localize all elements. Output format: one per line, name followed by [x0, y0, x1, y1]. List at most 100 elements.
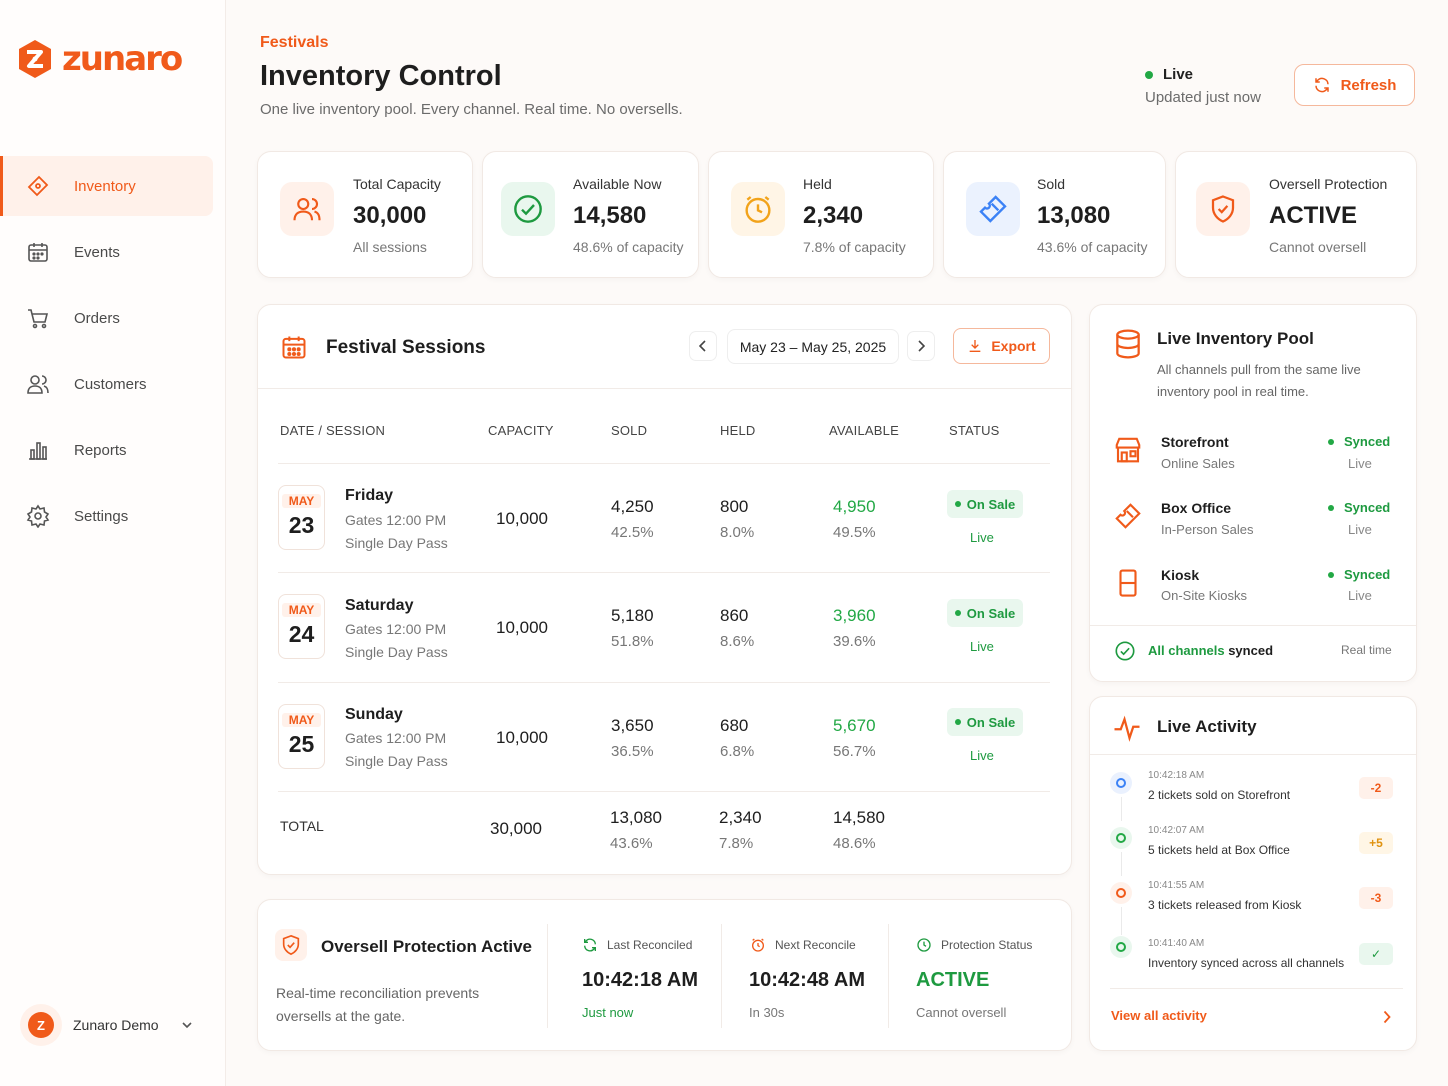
kpi-sub: 43.6% of capacity [1037, 239, 1148, 255]
date-badge: MAY 24 [278, 594, 325, 659]
divider [1090, 754, 1416, 755]
session-gates: Gates 12:00 PM [345, 512, 447, 528]
sold-percent: 42.5% [611, 524, 654, 541]
protection-status-label: Protection Status [916, 937, 1032, 953]
available-percent: 39.6% [833, 633, 876, 650]
live-indicator: Live Updated just now [1145, 66, 1261, 106]
activity-dot [1110, 827, 1132, 849]
brand-name: zunaro [62, 39, 183, 79]
divider [1090, 625, 1416, 626]
activity-text: 5 tickets held at Box Office [1148, 843, 1290, 857]
users-icon [27, 375, 49, 394]
brand-logo[interactable]: zunaro [16, 38, 183, 80]
shield-icon [275, 929, 307, 961]
sidebar-item-orders[interactable]: Orders [0, 288, 226, 348]
status-live-label: Live [970, 639, 994, 654]
total-sold-percent: 43.6% [610, 835, 653, 852]
prev-range-button[interactable] [689, 331, 717, 361]
sidebar-item-inventory[interactable]: Inventory [0, 156, 213, 216]
divider [1110, 988, 1403, 989]
date-range-picker[interactable]: May 23 – May 25, 2025 [727, 329, 899, 364]
sidebar-item-label: Events [74, 243, 120, 261]
next-range-button[interactable] [907, 331, 935, 361]
realtime-label: Real time [1341, 643, 1392, 657]
refresh-button[interactable]: Refresh [1294, 64, 1415, 106]
sold-value: 4,250 [611, 497, 654, 516]
channel-sub: Online Sales [1161, 456, 1235, 471]
date-badge: MAY 23 [278, 485, 325, 550]
timeline-line [1121, 907, 1122, 935]
activity-time: 10:42:07 AM [1148, 825, 1205, 836]
refresh-label: Refresh [1340, 76, 1397, 94]
alarm-clock-icon [752, 938, 764, 952]
shield-icon [1196, 182, 1250, 236]
refresh-icon [1314, 77, 1329, 93]
activity-dot [1110, 882, 1132, 904]
sidebar-item-events[interactable]: Events [0, 222, 226, 282]
sidebar-item-settings[interactable]: Settings [0, 486, 226, 546]
channel-name: Box Office [1161, 500, 1232, 516]
channel-name: Storefront [1161, 434, 1229, 450]
user-menu[interactable]: Z Zunaro Demo [20, 1004, 193, 1046]
sessions-title: Festival Sessions [326, 337, 486, 358]
status-live-label: Live [970, 748, 994, 763]
session-gates: Gates 12:00 PM [345, 730, 447, 746]
sidebar-item-reports[interactable]: Reports [0, 420, 226, 480]
pool-title: Live Inventory Pool [1157, 329, 1314, 348]
activity-time: 10:41:40 AM [1148, 938, 1205, 949]
channel-sub: On-Site Kiosks [1161, 588, 1247, 603]
chevron-right-icon[interactable] [1383, 1010, 1391, 1024]
channel-status: Synced [1328, 434, 1390, 449]
kpi-value: 30,000 [353, 202, 427, 229]
kpi-held: Held 2,340 7.8% of capacity [708, 151, 934, 278]
sessions-card: Festival Sessions [257, 304, 1072, 875]
kpi-sub: All sessions [353, 239, 427, 255]
logo-icon [19, 40, 51, 78]
divider [278, 572, 1050, 573]
held-percent: 6.8% [720, 743, 755, 760]
divider [278, 791, 1050, 792]
held-percent: 8.6% [720, 633, 755, 650]
total-sold: 13,080 [610, 808, 662, 827]
channel-live: Live [1348, 588, 1372, 603]
sidebar-nav: Inventory Events Orders Customers Report… [0, 156, 226, 552]
session-name: Saturday [345, 597, 414, 614]
sold-value: 3,650 [611, 716, 654, 735]
next-reconcile-value: 10:42:48 AM [749, 969, 865, 991]
page-subtitle: One live inventory pool. Every channel. … [260, 101, 683, 118]
live-activity-card [1089, 696, 1417, 1051]
breadcrumb[interactable]: Festivals [260, 34, 329, 51]
capacity-value: 10,000 [496, 728, 548, 747]
sidebar-item-customers[interactable]: Customers [0, 354, 226, 414]
ticket-icon [966, 182, 1020, 236]
total-available: 14,580 [833, 808, 885, 827]
kpi-available-now: Available Now 14,580 48.6% of capacity [482, 151, 699, 278]
next-reconcile-sub: In 30s [749, 1005, 785, 1020]
database-icon [1116, 329, 1140, 359]
export-button[interactable]: Export [953, 328, 1050, 364]
channel-name: Kiosk [1161, 567, 1200, 583]
activity-check: ✓ [1359, 943, 1393, 965]
kpi-sub: 7.8% of capacity [803, 239, 906, 255]
last-reconciled-sub: Just now [582, 1005, 634, 1020]
sidebar-item-label: Customers [74, 375, 147, 393]
total-capacity: 30,000 [490, 819, 542, 838]
available-value: 4,950 [833, 497, 876, 516]
activity-text: 2 tickets sold on Storefront [1148, 788, 1291, 802]
activity-time: 10:41:55 AM [1148, 880, 1205, 891]
sidebar: zunaro Inventory Events Orders Customers… [0, 0, 226, 1086]
timeline-line [1121, 852, 1122, 876]
download-icon [969, 340, 981, 352]
held-value: 680 [720, 716, 749, 735]
channel-status: Synced [1328, 500, 1390, 515]
ticket-icon [27, 175, 49, 197]
total-label: TOTAL [280, 818, 324, 834]
chevron-left-icon [699, 340, 706, 352]
activity-title: Live Activity [1157, 717, 1257, 736]
activity-dot [1110, 772, 1132, 794]
date-badge: MAY 25 [278, 704, 325, 769]
available-percent: 49.5% [833, 524, 876, 541]
ticket-icon [1115, 503, 1141, 529]
status-badge: On Sale [947, 490, 1023, 518]
view-all-activity-link[interactable]: View all activity [1111, 1008, 1207, 1023]
